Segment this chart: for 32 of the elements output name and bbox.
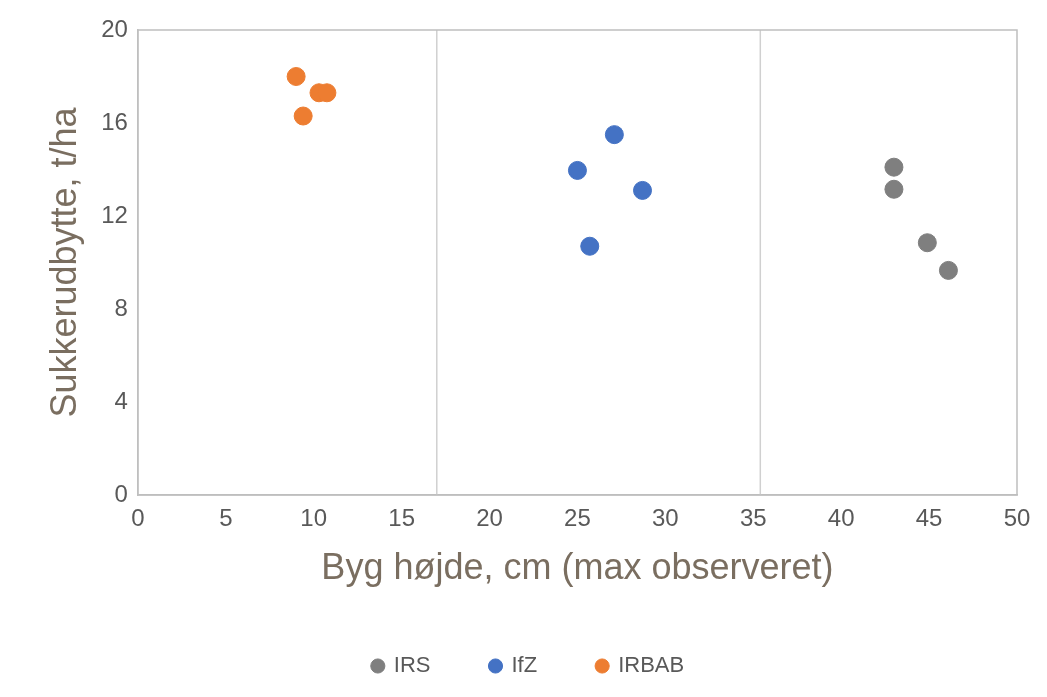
point [917, 233, 937, 253]
point [938, 260, 958, 280]
x-tick-label: 25 [564, 504, 591, 532]
legend-label: IRS [393, 652, 431, 678]
x-tick-label: 15 [388, 504, 415, 532]
point [633, 180, 652, 200]
y-tick-label: 16 [101, 107, 128, 135]
x-tick-label: 40 [827, 504, 855, 532]
x-tick-label: 0 [131, 504, 145, 532]
x-axis-title: Byg højde, cm (max observeret) [321, 546, 834, 588]
x-tick-label: 50 [1003, 504, 1031, 532]
point [884, 179, 904, 199]
y-tick-label: 12 [101, 200, 128, 228]
point [604, 125, 624, 145]
point [293, 106, 313, 126]
point [580, 236, 600, 256]
x-tick-label: 10 [300, 504, 328, 532]
y-tick-label: 20 [101, 14, 128, 42]
y-tick-label: 0 [114, 479, 128, 507]
point [286, 67, 306, 86]
x-tick-label: 5 [219, 504, 233, 532]
x-tick-label: 45 [915, 504, 943, 532]
y-tick-label: 4 [114, 386, 128, 414]
y-tick-label: 8 [114, 293, 128, 321]
x-tick-label: 20 [476, 504, 503, 532]
point [567, 160, 587, 180]
x-tick-label: 35 [739, 504, 767, 532]
point [884, 157, 904, 177]
legend-label: IfZ [511, 652, 538, 678]
x-tick-label: 30 [652, 504, 679, 532]
legend-label: IRBAB [618, 652, 685, 678]
y-axis-title: Sukkerudbytte, t/ha [42, 106, 84, 418]
